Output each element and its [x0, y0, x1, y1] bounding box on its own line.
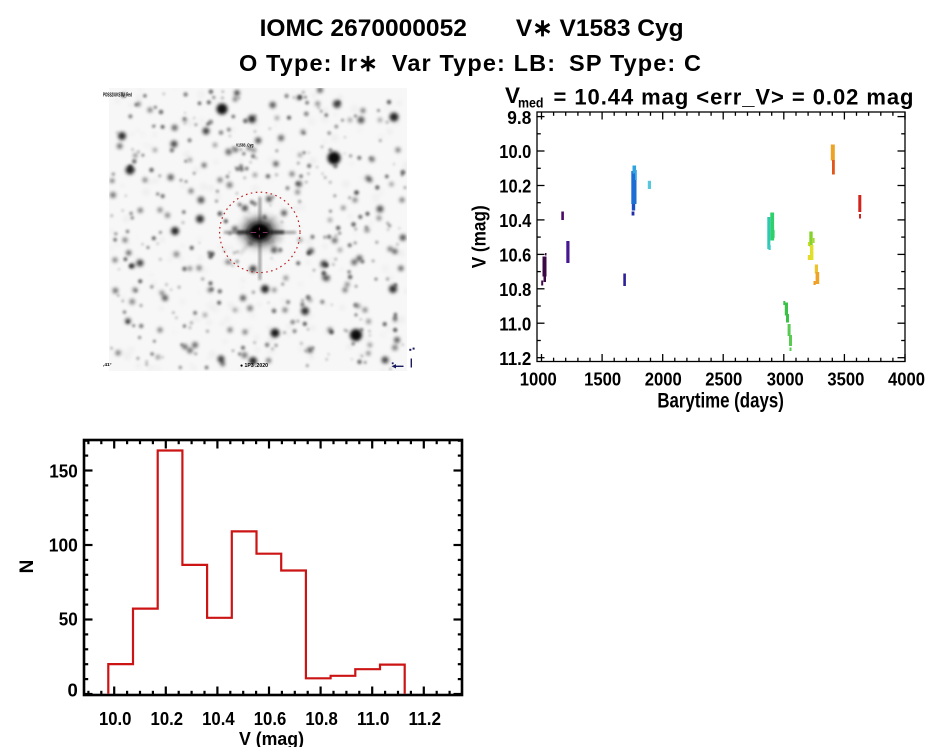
svg-text:POSS2/UKSTU_Red: POSS2/UKSTU_Red	[103, 93, 132, 99]
svg-text:11.2: 11.2	[409, 708, 442, 729]
svg-text:10.2: 10.2	[151, 708, 184, 729]
svg-text:10.2: 10.2	[499, 176, 531, 197]
svg-text:9.8: 9.8	[507, 107, 531, 128]
svg-text:● 1P3 .2020: ● 1P3 .2020	[240, 363, 268, 369]
svg-text:4000: 4000	[888, 369, 925, 390]
svg-text:10.4: 10.4	[202, 708, 235, 729]
svg-text:O Type: Ir∗ Var Type: LB: SP T: O Type: Ir∗ Var Type: LB: SP Type: C	[239, 50, 701, 76]
svg-text:100: 100	[49, 534, 78, 555]
svg-text:V: V	[505, 83, 520, 108]
svg-text:3000: 3000	[767, 369, 804, 390]
svg-text:1500: 1500	[584, 369, 621, 390]
svg-text:10.6: 10.6	[254, 708, 287, 729]
svg-text:N: N	[17, 560, 38, 574]
svg-text:1000: 1000	[520, 369, 557, 390]
svg-text:10.8: 10.8	[499, 279, 531, 300]
svg-text:V (mag): V (mag)	[469, 205, 491, 268]
svg-text:11.0: 11.0	[499, 313, 531, 334]
svg-text:2500: 2500	[705, 369, 742, 390]
svg-text:10.0: 10.0	[99, 708, 132, 729]
svg-text:10.0: 10.0	[499, 141, 531, 162]
svg-text:med: med	[518, 96, 544, 111]
svg-text:11.0: 11.0	[357, 708, 390, 729]
svg-text:3500: 3500	[827, 369, 864, 390]
svg-text:Barytime (days): Barytime (days)	[657, 389, 784, 413]
svg-text:= 10.44 mag <err_V> = 0.0: = 10.44 mag <err_V> = 0.02 mag	[554, 85, 914, 110]
svg-text:V (mag): V (mag)	[239, 728, 304, 747]
svg-text:,41°: ,41°	[103, 362, 112, 368]
svg-text:V1583_Cyg: V1583_Cyg	[236, 143, 254, 148]
svg-text:50: 50	[59, 608, 78, 629]
svg-text:10.4: 10.4	[499, 210, 532, 231]
svg-text:10.6: 10.6	[499, 245, 531, 266]
svg-text:150: 150	[49, 460, 78, 481]
svg-text:0: 0	[68, 679, 78, 700]
svg-text:2000: 2000	[645, 369, 682, 390]
svg-text:10.8: 10.8	[305, 708, 338, 729]
svg-text:11.2: 11.2	[499, 348, 531, 369]
svg-text:IOMC 2670000052 V∗ V1583 Cyg: IOMC 2670000052 V∗ V1583 Cyg	[260, 15, 684, 42]
